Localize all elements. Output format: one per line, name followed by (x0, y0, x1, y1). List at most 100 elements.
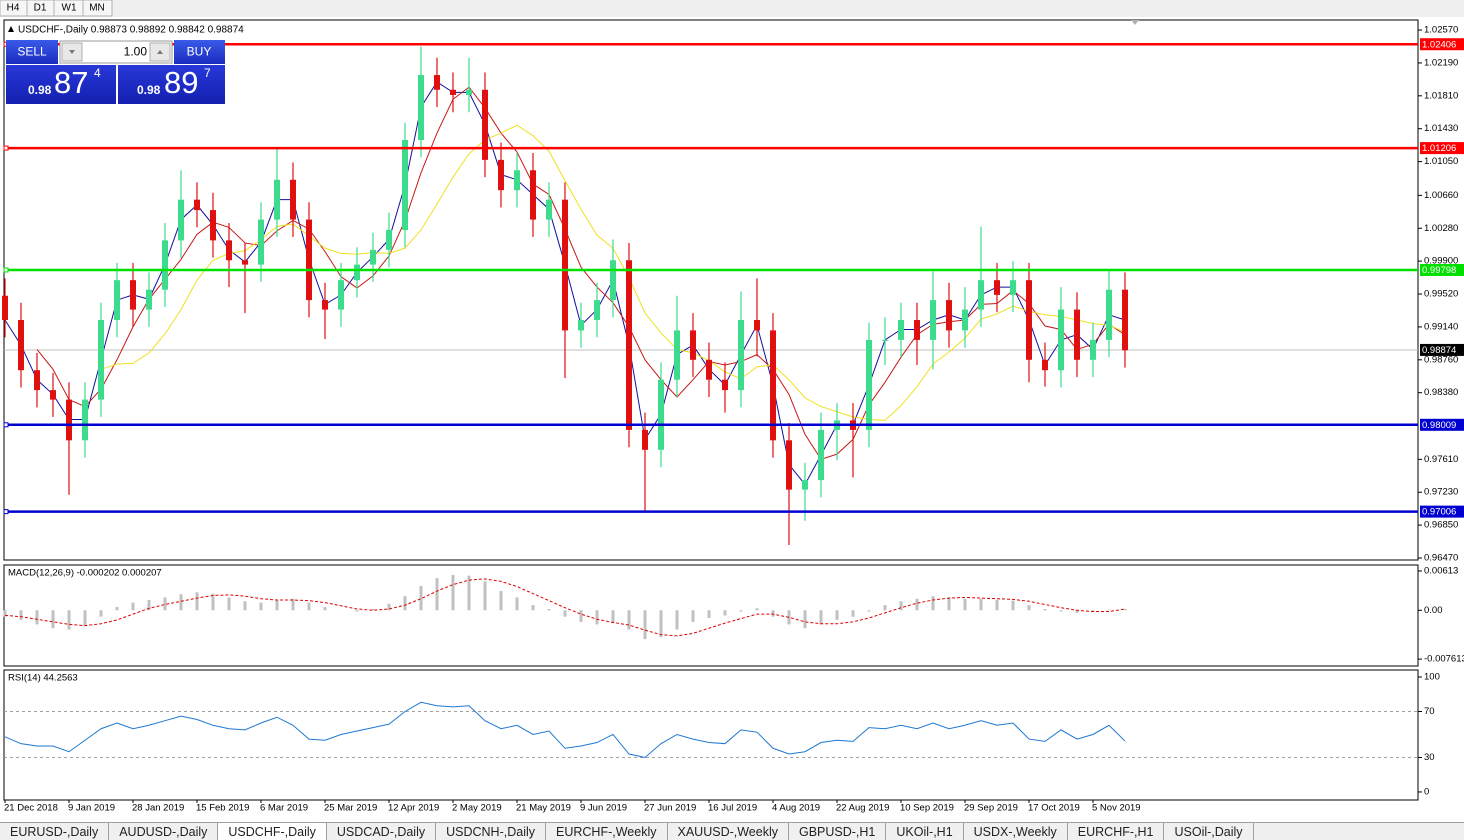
price-panel (3, 19, 1419, 561)
y-tick-label: 30 (1424, 752, 1435, 763)
timeframe-label[interactable]: MN (89, 3, 105, 14)
chart-tab[interactable]: USDX-,Weekly (964, 823, 1068, 840)
chart-header: USDCHF-,Daily 0.98873 0.98892 0.98842 0.… (18, 24, 244, 35)
candle-body (114, 280, 120, 320)
buy-price-box[interactable] (118, 65, 225, 104)
level-tag (1420, 418, 1464, 431)
level-tag (1420, 505, 1464, 518)
macd-signal (4, 578, 1126, 637)
chart-tab[interactable]: EURCHF-,Weekly (546, 823, 668, 840)
candle-body (530, 170, 536, 220)
y-tick-label: 1.02570 (1424, 25, 1458, 36)
chart-tab[interactable]: UKOil-,H1 (886, 823, 964, 840)
candle-body (482, 89, 488, 160)
candle-body (658, 379, 664, 450)
chart-tab[interactable]: USOil-,Daily (1164, 823, 1254, 840)
timeframe-button[interactable] (82, 0, 113, 17)
candle-body (210, 210, 216, 241)
candle-body (546, 199, 552, 220)
x-tick-label: 25 Mar 2019 (324, 803, 377, 814)
candle-body (258, 219, 264, 265)
candle-body (290, 179, 296, 220)
candle-body (898, 319, 904, 340)
level-handle (3, 509, 9, 515)
chart-tab[interactable]: USDCHF-,Daily (218, 823, 327, 840)
candle-body (66, 399, 72, 441)
y-tick-label: 1.00660 (1424, 190, 1458, 201)
shift-marker (1131, 20, 1139, 25)
chart-tab[interactable]: EURCHF-,H1 (1068, 823, 1165, 840)
y-tick-label: 100 (1424, 672, 1440, 683)
candle-body (802, 480, 808, 490)
terminal: H4 D1 W1 MN USDCHF-,Daily 0.98873 0.9889… (0, 0, 1464, 814)
candle-body (642, 429, 648, 450)
arrow-icon (69, 50, 75, 54)
sell-button[interactable] (6, 40, 58, 64)
x-tick-label: 6 Mar 2019 (260, 803, 308, 814)
x-tick-label: 4 Aug 2019 (772, 803, 820, 814)
volume-box[interactable] (59, 40, 173, 64)
level-tag (1420, 263, 1464, 276)
candle-body (242, 260, 248, 265)
candle-body (930, 300, 936, 340)
candle-body (466, 89, 472, 95)
candle-body (1042, 359, 1048, 371)
y-tick-label: 0.97230 (1424, 487, 1458, 498)
trade-panel: SELL 1.00 BUY 0.98 87 4 0.98 89 7 (6, 40, 225, 104)
candle-body (498, 159, 504, 191)
candle-body (818, 429, 824, 481)
candle-body (34, 370, 40, 391)
candle-body (962, 309, 968, 331)
rsi-line (4, 701, 1126, 759)
candle-body (1058, 309, 1064, 371)
candle-body (1010, 280, 1016, 295)
x-tick-label: 2 May 2019 (452, 803, 502, 814)
y-tick-label: 0.98380 (1424, 387, 1458, 398)
candle-body (946, 300, 952, 331)
y-tick-label: 1.01050 (1424, 156, 1458, 167)
chart-tab[interactable]: GBPUSD-,H1 (789, 823, 887, 840)
candle-body (562, 199, 568, 331)
chart-tab[interactable]: AUDUSD-,Daily (109, 823, 219, 840)
buy-label[interactable]: BUY (187, 45, 212, 59)
buy-button[interactable] (174, 40, 225, 64)
y-tick-label: 0.99140 (1424, 321, 1458, 332)
timeframe-label[interactable]: D1 (34, 3, 47, 14)
chart-tab[interactable]: USDCAD-,Daily (327, 823, 437, 840)
y-tick-label: -0.007613 (1424, 654, 1464, 665)
y-tick-label: 0.99900 (1424, 256, 1458, 267)
chart-tab[interactable]: EURUSD-,Daily (0, 823, 110, 840)
timeframe-label[interactable]: W1 (62, 3, 77, 14)
y-tick-label: 0.96850 (1424, 520, 1458, 531)
candle-body (370, 249, 376, 265)
sell-price-box[interactable] (6, 65, 116, 104)
quote: 0.98892 (130, 24, 167, 35)
candle-body (610, 260, 616, 301)
rsi-panel (3, 669, 1419, 801)
chart-tab[interactable]: XAUUSD-,Weekly (668, 823, 789, 840)
chart-tab[interactable]: USDCNH-,Daily (436, 823, 547, 840)
candle-body (1106, 289, 1112, 340)
y-tick-label: 0.99520 (1424, 289, 1458, 300)
x-tick-label: 9 Jan 2019 (68, 803, 115, 814)
candle-body (978, 280, 984, 310)
y-tick-label: 1.00280 (1424, 223, 1458, 234)
collapse-icon[interactable] (8, 26, 14, 32)
sell-label[interactable]: SELL (17, 45, 47, 59)
y-tick-label: 1.02190 (1424, 57, 1458, 68)
candle-body (418, 75, 424, 140)
x-tick-label: 5 Nov 2019 (1092, 803, 1141, 814)
current-price-label: 0.98874 (1422, 345, 1456, 356)
x-tick-label: 17 Oct 2019 (1028, 803, 1080, 814)
price-big: 87 (54, 65, 88, 100)
candle-body (354, 264, 360, 281)
candle-body (402, 139, 408, 230)
volume-value[interactable]: 1.00 (124, 45, 148, 59)
level-tag-label: 1.02406 (1422, 39, 1456, 50)
timeframe-label[interactable]: H4 (7, 3, 20, 14)
y-tick-label: 0.00613 (1424, 565, 1458, 576)
level-tag (1420, 38, 1464, 51)
candle-body (786, 440, 792, 490)
x-tick-label: 10 Sep 2019 (900, 803, 954, 814)
